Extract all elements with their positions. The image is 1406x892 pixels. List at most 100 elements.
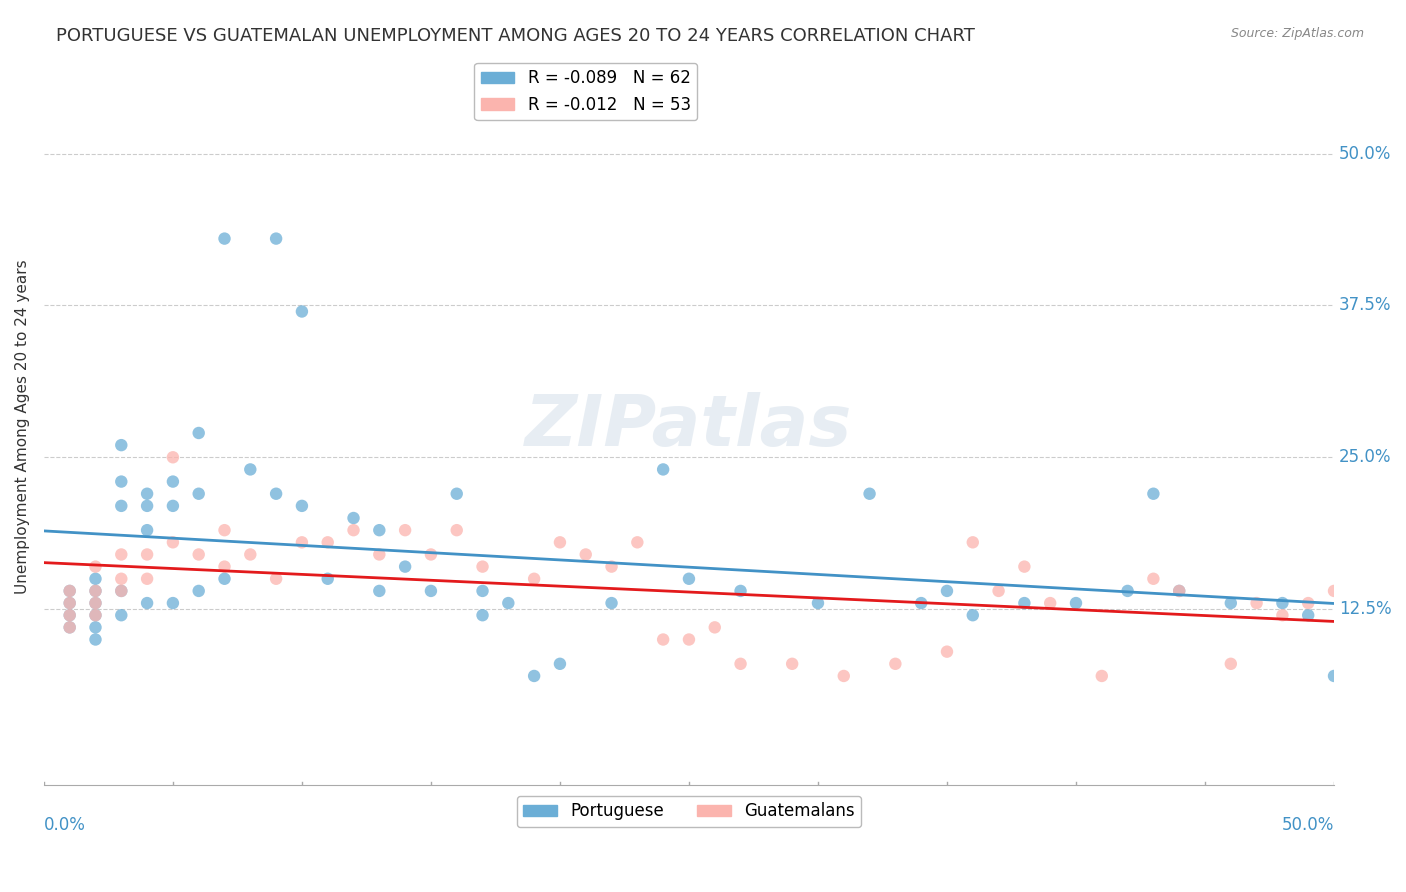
Point — [962, 608, 984, 623]
Point — [523, 669, 546, 683]
Point — [1219, 657, 1241, 671]
Text: 50.0%: 50.0% — [1282, 815, 1334, 834]
Point — [214, 572, 236, 586]
Point — [136, 572, 159, 586]
Point — [214, 559, 236, 574]
Point — [136, 523, 159, 537]
Text: 12.5%: 12.5% — [1339, 600, 1392, 618]
Point — [600, 559, 623, 574]
Point — [264, 231, 287, 245]
Point — [962, 535, 984, 549]
Point — [162, 596, 184, 610]
Point — [59, 608, 82, 623]
Point — [1091, 669, 1114, 683]
Point — [1323, 669, 1346, 683]
Point — [59, 596, 82, 610]
Point — [780, 657, 803, 671]
Point — [1168, 583, 1191, 598]
Point — [187, 548, 209, 562]
Point — [523, 572, 546, 586]
Point — [703, 620, 725, 634]
Point — [84, 583, 107, 598]
Point — [678, 632, 700, 647]
Point — [264, 572, 287, 586]
Point — [136, 596, 159, 610]
Point — [59, 620, 82, 634]
Point — [1219, 596, 1241, 610]
Point — [110, 499, 132, 513]
Point — [187, 487, 209, 501]
Point — [162, 499, 184, 513]
Point — [1296, 596, 1319, 610]
Text: 25.0%: 25.0% — [1339, 449, 1392, 467]
Point — [110, 583, 132, 598]
Point — [1296, 608, 1319, 623]
Point — [368, 523, 391, 537]
Point — [575, 548, 598, 562]
Point — [342, 523, 364, 537]
Point — [239, 548, 262, 562]
Point — [110, 608, 132, 623]
Text: 50.0%: 50.0% — [1339, 145, 1392, 162]
Point — [600, 596, 623, 610]
Y-axis label: Unemployment Among Ages 20 to 24 years: Unemployment Among Ages 20 to 24 years — [15, 260, 30, 594]
Point — [394, 559, 416, 574]
Point — [1116, 583, 1139, 598]
Text: 0.0%: 0.0% — [44, 815, 86, 834]
Point — [419, 548, 441, 562]
Point — [162, 475, 184, 489]
Point — [548, 535, 571, 549]
Point — [987, 583, 1010, 598]
Point — [110, 438, 132, 452]
Point — [471, 583, 494, 598]
Point — [291, 535, 314, 549]
Point — [1014, 596, 1036, 610]
Point — [84, 632, 107, 647]
Point — [84, 608, 107, 623]
Point — [342, 511, 364, 525]
Point — [110, 475, 132, 489]
Point — [84, 572, 107, 586]
Point — [1014, 559, 1036, 574]
Point — [368, 548, 391, 562]
Point — [136, 487, 159, 501]
Point — [110, 572, 132, 586]
Point — [59, 583, 82, 598]
Point — [84, 559, 107, 574]
Point — [936, 645, 959, 659]
Point — [84, 620, 107, 634]
Point — [59, 583, 82, 598]
Point — [59, 620, 82, 634]
Point — [110, 583, 132, 598]
Point — [678, 572, 700, 586]
Point — [214, 231, 236, 245]
Point — [1323, 583, 1346, 598]
Point — [239, 462, 262, 476]
Point — [316, 572, 339, 586]
Point — [84, 583, 107, 598]
Point — [936, 583, 959, 598]
Point — [394, 523, 416, 537]
Point — [548, 657, 571, 671]
Point — [626, 535, 648, 549]
Text: ZIPatlas: ZIPatlas — [526, 392, 852, 461]
Point — [1271, 608, 1294, 623]
Point — [291, 304, 314, 318]
Point — [1142, 487, 1164, 501]
Point — [110, 548, 132, 562]
Point — [316, 535, 339, 549]
Point — [84, 608, 107, 623]
Point — [884, 657, 907, 671]
Text: PORTUGUESE VS GUATEMALAN UNEMPLOYMENT AMONG AGES 20 TO 24 YEARS CORRELATION CHAR: PORTUGUESE VS GUATEMALAN UNEMPLOYMENT AM… — [56, 27, 976, 45]
Point — [136, 499, 159, 513]
Point — [1246, 596, 1268, 610]
Point — [652, 632, 675, 647]
Point — [730, 583, 752, 598]
Point — [187, 583, 209, 598]
Point — [1039, 596, 1062, 610]
Point — [730, 657, 752, 671]
Point — [1271, 596, 1294, 610]
Point — [858, 487, 880, 501]
Point — [84, 596, 107, 610]
Text: 37.5%: 37.5% — [1339, 296, 1392, 314]
